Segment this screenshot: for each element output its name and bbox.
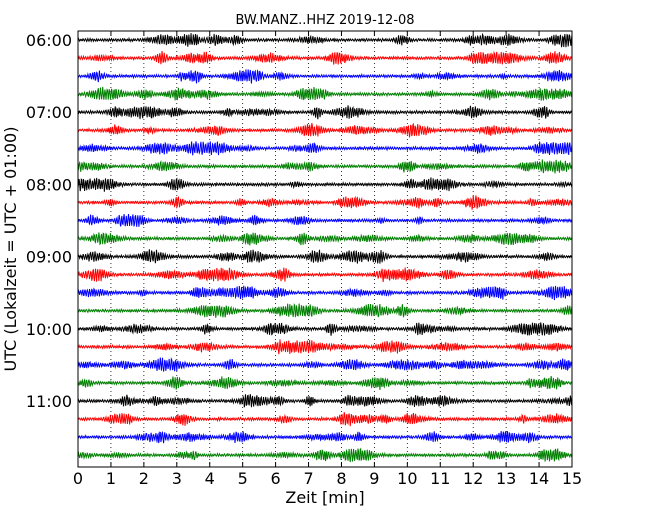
x-tick-label: 11 xyxy=(430,469,450,488)
x-tick-label: 14 xyxy=(529,469,549,488)
x-tick-label: 1 xyxy=(106,469,116,488)
x-tick-label: 3 xyxy=(172,469,182,488)
trace-line xyxy=(77,339,573,355)
trace-line xyxy=(77,195,573,210)
x-axis: 0 1 2 3 4 5 6 7 8 9 10 11 12 13 14 15 xyxy=(73,31,582,488)
y-axis-label: UTC (Lokalzeit = UTC + 01:00) xyxy=(1,127,20,372)
y-tick-label: 10:00 xyxy=(26,320,72,339)
trace-line xyxy=(77,105,573,120)
trace-line xyxy=(77,86,573,101)
y-tick-label: 08:00 xyxy=(26,175,72,194)
trace-line xyxy=(77,141,573,156)
trace-line xyxy=(77,122,573,138)
seismic-traces xyxy=(77,32,573,463)
trace-line xyxy=(77,69,573,84)
y-tick-label: 11:00 xyxy=(26,392,72,411)
y-axis: 06:00 07:00 08:00 09:00 10:00 11:00 xyxy=(26,31,572,411)
y-tick-label: 09:00 xyxy=(26,248,72,267)
trace-line xyxy=(77,322,573,336)
trace-line xyxy=(77,267,573,282)
trace-line xyxy=(77,159,573,174)
plot-background xyxy=(78,31,572,467)
trace-line xyxy=(77,50,573,65)
x-tick-label: 7 xyxy=(303,469,313,488)
x-tick-label: 6 xyxy=(271,469,281,488)
trace-line xyxy=(77,394,573,408)
x-tick-label: 13 xyxy=(496,469,516,488)
x-tick-label: 0 xyxy=(73,469,83,488)
grid-lines xyxy=(110,31,540,467)
trace-line xyxy=(77,376,573,391)
trace-line xyxy=(77,302,573,318)
trace-line xyxy=(77,285,573,301)
x-tick-label: 5 xyxy=(238,469,248,488)
x-tick-label: 8 xyxy=(336,469,346,488)
y-tick-label: 07:00 xyxy=(26,103,72,122)
chart-title: BW.MANZ..HHZ 2019-12-08 xyxy=(235,13,414,28)
plot-frame xyxy=(77,30,573,468)
x-tick-label: 2 xyxy=(139,469,149,488)
y-tick-label: 06:00 xyxy=(26,31,72,50)
trace-line xyxy=(77,214,573,227)
x-tick-label: 10 xyxy=(397,469,417,488)
x-axis-label: Zeit [min] xyxy=(285,488,364,507)
x-tick-label: 9 xyxy=(369,469,379,488)
trace-line xyxy=(77,249,573,264)
trace-line xyxy=(77,232,573,246)
x-tick-label: 4 xyxy=(205,469,215,488)
trace-line xyxy=(77,447,573,463)
trace-line xyxy=(77,32,573,48)
trace-line xyxy=(77,357,573,372)
trace-line xyxy=(77,177,573,192)
x-tick-label: 15 xyxy=(562,469,582,488)
trace-line xyxy=(77,430,573,444)
x-tick-label: 12 xyxy=(463,469,483,488)
trace-line xyxy=(77,412,573,427)
